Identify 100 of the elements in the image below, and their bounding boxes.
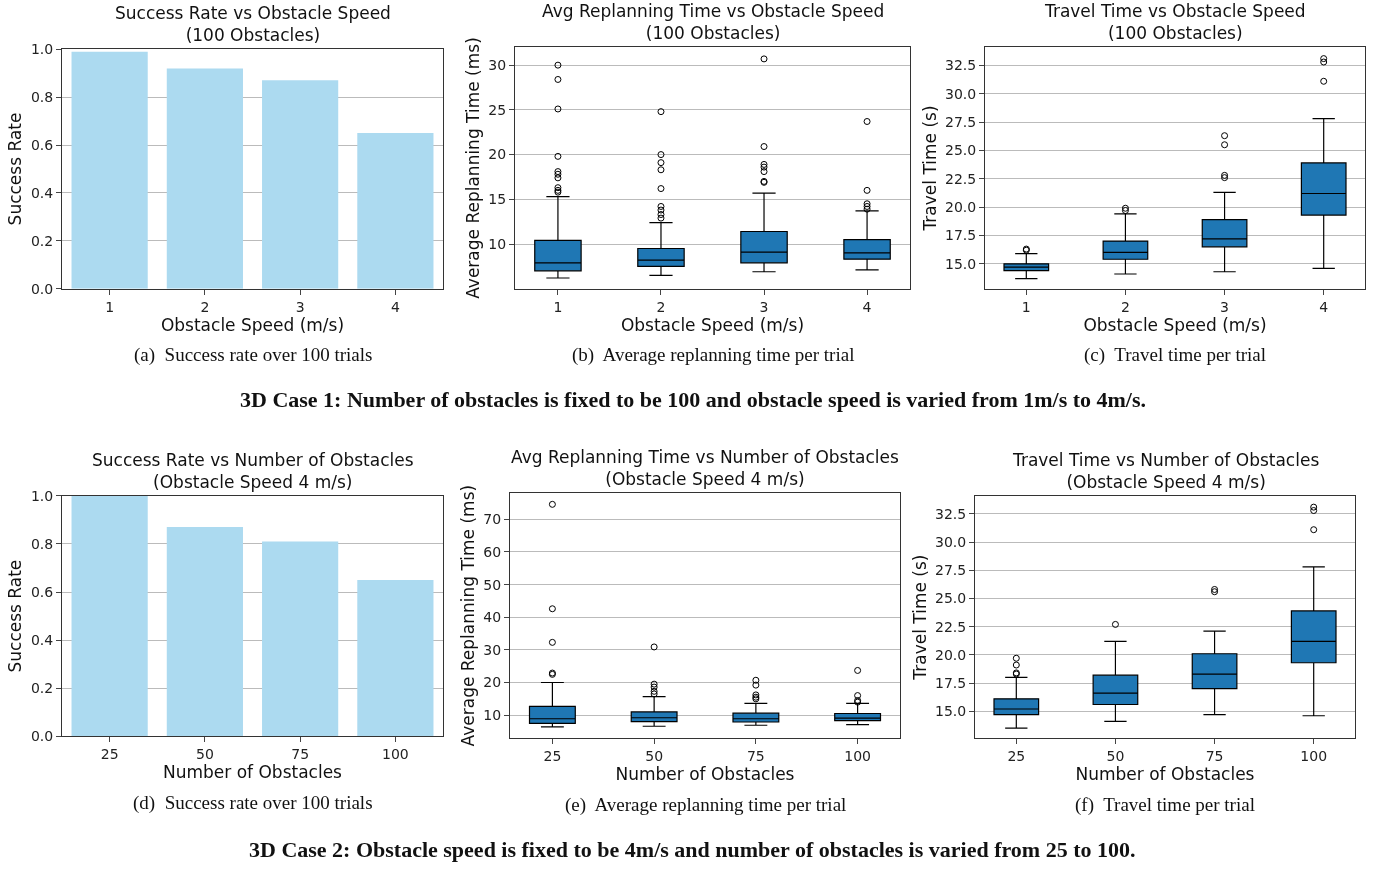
- x-axis-title: Obstacle Speed (m/s): [620, 314, 805, 335]
- x-tick-label: 3: [759, 298, 769, 315]
- y-axis-title: Average Replanning Time (ms): [462, 37, 483, 299]
- text: (a) Success rate over 100 trials: [134, 344, 373, 366]
- chart-title: Avg Replanning Time vs Obstacle Speed: [542, 1, 885, 21]
- y-tick-label: 0.0: [30, 728, 54, 745]
- text: (b) Average replanning time per trial: [572, 344, 855, 366]
- y-tick-label: 1.0: [30, 487, 54, 504]
- y-tick-label: 1.0: [30, 41, 54, 58]
- y-axis-title: Travel Time (s): [919, 105, 940, 232]
- text: 3D Case 1: Number of obstacles is fixed to be 100 and obstacle speed is varied from 1m/s to 4m/s.: [240, 387, 1147, 412]
- y-tick-label: 30.0: [945, 85, 977, 102]
- y-tick-label: 0.8: [30, 535, 54, 552]
- bar: [357, 133, 434, 289]
- y-tick-label: 0.0: [30, 280, 54, 297]
- y-tick-label: 30.0: [935, 534, 967, 550]
- bar: [262, 541, 339, 737]
- y-tick-label: 17.5: [935, 674, 967, 691]
- x-tick-label: 50: [195, 746, 214, 763]
- x-tick-label: 50: [1106, 748, 1125, 765]
- x-tick-label: 4: [862, 298, 872, 315]
- y-tick-label: 0.2: [30, 680, 54, 697]
- y-tick-label: 17.5: [945, 227, 977, 244]
- x-tick-label: 1: [105, 298, 115, 315]
- x-tick-label: 75: [746, 748, 765, 765]
- y-tick-label: 32.5: [935, 505, 967, 522]
- y-tick-label: 0.2: [30, 232, 54, 249]
- x-tick-label: 1: [1021, 298, 1031, 315]
- x-tick-label: 25: [1007, 748, 1026, 765]
- bar: [166, 68, 243, 289]
- y-tick-label: 0.6: [30, 583, 54, 600]
- y-axis-title: Success Rate: [5, 112, 26, 226]
- y-tick-label: 20.0: [945, 199, 977, 216]
- y-tick-label: 15.0: [945, 255, 977, 272]
- x-tick-label: 100: [844, 748, 871, 765]
- y-tick-label: 25.0: [945, 142, 977, 159]
- y-axis-title: Travel Time (s): [909, 554, 930, 681]
- chart-subtitle: (100 Obstacles): [645, 23, 781, 44]
- x-tick-label: 100: [1300, 748, 1328, 765]
- y-tick-label: 15: [488, 191, 507, 208]
- x-tick-label: 2: [200, 298, 210, 315]
- chart-title: Travel Time vs Obstacle Speed: [1044, 1, 1306, 21]
- x-tick-label: 2: [1120, 298, 1130, 315]
- y-axis-title: Success Rate: [5, 559, 26, 673]
- y-tick-label: 20.0: [935, 646, 967, 663]
- y-tick-label: 32.5: [945, 57, 977, 74]
- y-tick-label: 70: [483, 511, 502, 528]
- y-tick-label: 22.5: [935, 618, 967, 635]
- x-tick-label: 3: [1220, 298, 1230, 315]
- chart-subtitle: (Obstacle Speed 4 m/s): [605, 469, 805, 490]
- y-tick-label: 10: [488, 235, 507, 252]
- y-tick-label: 22.5: [945, 170, 977, 187]
- y-tick-label: 27.5: [945, 113, 977, 130]
- bar: [166, 527, 243, 737]
- x-tick-label: 4: [390, 298, 400, 315]
- y-tick-label: 0.4: [30, 184, 54, 201]
- y-tick-label: 20: [483, 674, 502, 691]
- bar: [262, 80, 339, 289]
- chart-subtitle: (100 Obstacles): [1107, 23, 1243, 44]
- chart-subtitle: (Obstacle Speed 4 m/s): [1066, 472, 1266, 493]
- y-tick-label: 0.6: [30, 136, 54, 153]
- y-tick-label: 10: [483, 707, 502, 724]
- y-tick-label: 25.0: [935, 590, 967, 607]
- chart-title: Avg Replanning Time vs Number of Obstacles: [511, 447, 900, 467]
- chart-subtitle: (Obstacle Speed 4 m/s): [153, 472, 353, 493]
- x-axis-title: Number of Obstacles: [163, 762, 343, 783]
- x-axis-title: Obstacle Speed (m/s): [1083, 314, 1267, 335]
- bar: [357, 580, 434, 737]
- x-tick-label: 1: [553, 298, 563, 315]
- x-tick-label: 3: [295, 298, 305, 315]
- x-tick-label: 50: [645, 748, 664, 765]
- x-tick-label: 2: [656, 298, 666, 315]
- y-tick-label: 50: [483, 576, 502, 593]
- y-tick-label: 60: [483, 543, 502, 560]
- x-tick-label: 75: [291, 746, 310, 763]
- y-tick-label: 27.5: [935, 562, 967, 579]
- text: (c) Travel time per trial: [1084, 344, 1267, 366]
- chart-title: Success Rate vs Obstacle Speed: [115, 3, 391, 23]
- x-axis-title: Obstacle Speed (m/s): [160, 314, 345, 335]
- text: (e) Average replanning time per trial: [565, 794, 847, 816]
- x-tick-label: 75: [1205, 748, 1224, 765]
- bar: [71, 51, 148, 289]
- y-axis-title: Average Replanning Time (ms): [457, 484, 478, 747]
- y-tick-label: 25: [488, 101, 507, 118]
- x-tick-label: 100: [382, 746, 409, 763]
- x-tick-label: 25: [543, 748, 562, 765]
- y-tick-label: 30: [488, 57, 507, 74]
- text: 3D Case 2: Obstacle speed is fixed to be 4m/s and number of obstacles is varied from 25 to 100.: [249, 837, 1136, 862]
- text: (f) Travel time per trial: [1075, 794, 1255, 816]
- x-tick-label: 4: [1319, 298, 1329, 315]
- chart-title: Success Rate vs Number of Obstacles: [92, 450, 414, 470]
- y-tick-label: 40: [483, 609, 502, 626]
- y-tick-label: 15.0: [935, 703, 967, 720]
- text: (d) Success rate over 100 trials: [133, 792, 373, 814]
- y-tick-label: 0.4: [30, 632, 54, 649]
- x-axis-title: Number of Obstacles: [1075, 764, 1255, 785]
- y-tick-label: 30: [483, 641, 502, 658]
- x-tick-label: 25: [100, 746, 119, 763]
- y-tick-label: 0.8: [30, 89, 54, 106]
- chart-title: Travel Time vs Number of Obstacles: [1012, 450, 1320, 470]
